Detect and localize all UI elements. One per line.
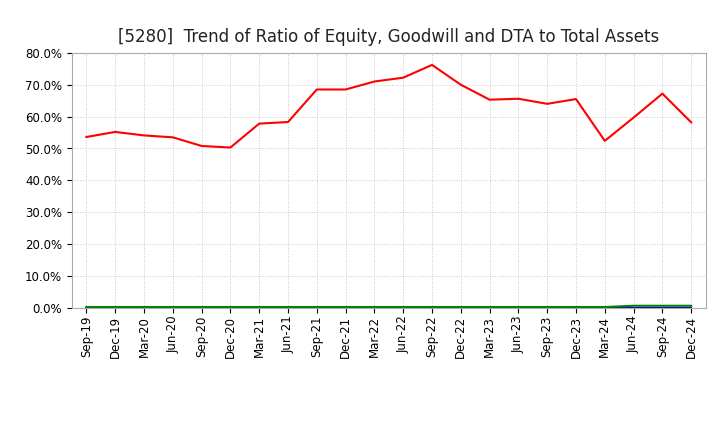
Goodwill xyxy=(168,305,177,311)
Goodwill xyxy=(629,305,638,311)
Equity xyxy=(226,145,235,150)
Title: [5280]  Trend of Ratio of Equity, Goodwill and DTA to Total Assets: [5280] Trend of Ratio of Equity, Goodwil… xyxy=(118,28,660,46)
Deferred Tax Assets xyxy=(312,304,321,310)
Line: Deferred Tax Assets: Deferred Tax Assets xyxy=(86,306,691,307)
Goodwill xyxy=(687,305,696,311)
Equity xyxy=(428,62,436,68)
Equity xyxy=(600,138,609,143)
Equity xyxy=(255,121,264,126)
Deferred Tax Assets xyxy=(197,304,206,310)
Deferred Tax Assets xyxy=(543,304,552,310)
Goodwill xyxy=(399,305,408,311)
Equity xyxy=(140,133,148,138)
Goodwill xyxy=(284,305,292,311)
Goodwill xyxy=(543,305,552,311)
Goodwill xyxy=(197,305,206,311)
Goodwill xyxy=(341,305,350,311)
Deferred Tax Assets xyxy=(341,304,350,310)
Deferred Tax Assets xyxy=(514,304,523,310)
Goodwill xyxy=(226,305,235,311)
Deferred Tax Assets xyxy=(456,304,465,310)
Deferred Tax Assets xyxy=(600,304,609,310)
Deferred Tax Assets xyxy=(140,304,148,310)
Goodwill xyxy=(255,305,264,311)
Equity xyxy=(514,96,523,101)
Deferred Tax Assets xyxy=(82,304,91,310)
Equity xyxy=(687,120,696,125)
Equity xyxy=(629,115,638,120)
Deferred Tax Assets xyxy=(255,304,264,310)
Goodwill xyxy=(370,305,379,311)
Deferred Tax Assets xyxy=(226,304,235,310)
Deferred Tax Assets xyxy=(485,304,494,310)
Deferred Tax Assets xyxy=(370,304,379,310)
Equity xyxy=(370,79,379,84)
Goodwill xyxy=(312,305,321,311)
Goodwill xyxy=(140,305,148,311)
Equity xyxy=(168,135,177,140)
Deferred Tax Assets xyxy=(629,303,638,308)
Equity xyxy=(197,143,206,149)
Equity xyxy=(485,97,494,103)
Equity xyxy=(399,75,408,81)
Goodwill xyxy=(111,305,120,311)
Goodwill xyxy=(600,305,609,311)
Deferred Tax Assets xyxy=(687,303,696,308)
Equity xyxy=(456,82,465,87)
Deferred Tax Assets xyxy=(572,304,580,310)
Equity xyxy=(572,96,580,102)
Equity xyxy=(341,87,350,92)
Goodwill xyxy=(82,305,91,311)
Deferred Tax Assets xyxy=(428,304,436,310)
Line: Equity: Equity xyxy=(86,65,691,147)
Deferred Tax Assets xyxy=(168,304,177,310)
Deferred Tax Assets xyxy=(658,303,667,308)
Equity xyxy=(82,134,91,139)
Goodwill xyxy=(514,305,523,311)
Goodwill xyxy=(456,305,465,311)
Deferred Tax Assets xyxy=(111,304,120,310)
Deferred Tax Assets xyxy=(399,304,408,310)
Equity xyxy=(284,119,292,125)
Equity xyxy=(658,91,667,96)
Goodwill xyxy=(485,305,494,311)
Goodwill xyxy=(428,305,436,311)
Goodwill xyxy=(572,305,580,311)
Equity xyxy=(543,101,552,106)
Deferred Tax Assets xyxy=(284,304,292,310)
Equity xyxy=(312,87,321,92)
Equity xyxy=(111,129,120,135)
Goodwill xyxy=(658,305,667,311)
